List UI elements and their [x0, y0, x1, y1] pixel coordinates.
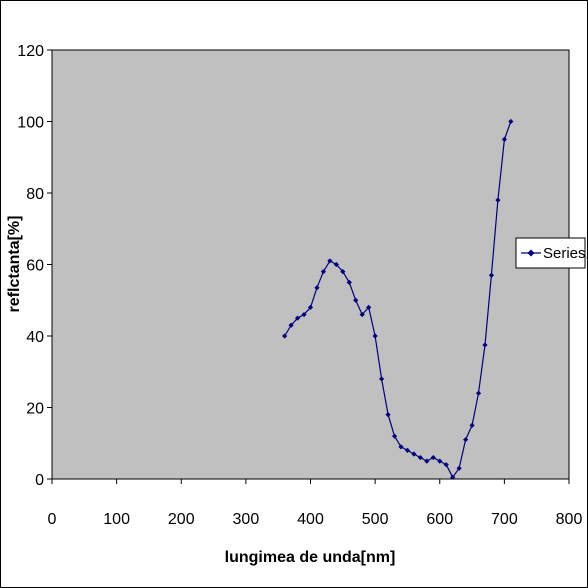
data-point-marker [475, 390, 482, 396]
y-tick-label: 80 [26, 186, 44, 203]
y-tick-label: 20 [26, 401, 44, 418]
legend-series-label: Series1 [543, 245, 588, 262]
y-axis-title: reflctanta[%] [6, 216, 23, 313]
plot-area [51, 49, 570, 480]
x-tick-label: 0 [48, 511, 57, 528]
data-point-marker [424, 458, 430, 464]
data-point-marker [482, 342, 488, 348]
data-point-marker [450, 474, 456, 480]
data-point-marker [346, 279, 352, 285]
data-point-marker [333, 261, 339, 268]
data-point-marker [288, 322, 294, 328]
x-tick-label: 100 [103, 511, 130, 528]
data-point-marker [443, 462, 449, 468]
data-point-marker [320, 269, 327, 275]
data-point-marker [508, 118, 514, 125]
y-tick-label: 0 [35, 472, 44, 489]
data-point-marker [340, 269, 346, 275]
data-point-marker [391, 433, 398, 439]
x-tick-label: 800 [556, 511, 583, 528]
x-tick-label: 300 [233, 511, 260, 528]
y-tick-label: 120 [17, 43, 44, 60]
data-point-marker [437, 458, 443, 464]
data-point-marker [488, 272, 495, 278]
legend: Series1 [515, 237, 588, 269]
data-point-marker [456, 465, 462, 471]
series-layer [282, 118, 514, 480]
x-tick-label: 500 [362, 511, 389, 528]
series-line-1 [284, 121, 512, 479]
data-point-marker [301, 311, 307, 318]
x-axis-title: lungimea de unda[nm] [225, 549, 396, 566]
data-point-marker [469, 422, 475, 428]
data-point-marker [385, 412, 391, 418]
data-point-marker [366, 304, 372, 310]
data-point-marker [353, 297, 359, 303]
x-tick-label: 400 [297, 511, 324, 528]
data-point-marker [378, 376, 385, 382]
x-axis-ticks: 0 100 200 300 400 500 600 700 800 [48, 479, 583, 528]
data-point-marker [417, 454, 423, 461]
x-tick-label: 700 [491, 511, 518, 528]
data-point-marker [398, 444, 404, 450]
legend-series-marker [527, 249, 535, 257]
data-point-marker [501, 136, 507, 142]
data-point-marker [307, 304, 314, 310]
data-point-marker [430, 454, 436, 461]
data-point-marker [282, 333, 288, 339]
data-point-marker [327, 258, 333, 264]
data-point-marker [359, 311, 365, 318]
x-tick-label: 200 [168, 511, 195, 528]
data-point-marker [495, 197, 501, 203]
data-point-marker [294, 315, 301, 321]
data-point-marker [372, 333, 378, 339]
y-tick-label: 40 [26, 329, 44, 346]
data-point-marker [314, 285, 320, 291]
y-tick-label: 60 [26, 258, 44, 275]
data-point-marker [463, 437, 469, 443]
data-point-marker [404, 447, 411, 453]
x-tick-label: 600 [426, 511, 453, 528]
y-axis-ticks: 0 20 40 60 80 100 120 [17, 43, 52, 489]
y-tick-label: 100 [17, 115, 44, 132]
data-point-marker [411, 451, 417, 457]
